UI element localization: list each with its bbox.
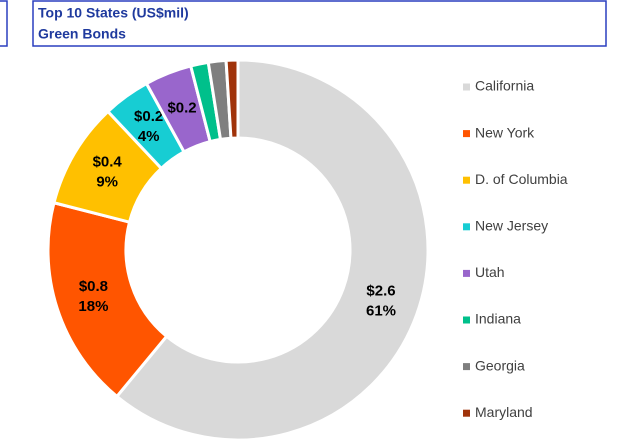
chart-title: Top 10 States (US$mil) [38, 5, 189, 21]
legend-swatch [463, 176, 470, 184]
legend-label: Georgia [475, 357, 525, 373]
legend-swatch [463, 223, 470, 231]
legend-swatch [463, 83, 470, 91]
amount-label: $0.2 [134, 108, 163, 125]
legend-swatch [463, 316, 470, 324]
percent-label: 18% [78, 298, 108, 315]
percent-label: 9% [96, 174, 118, 191]
amount-label: $0.4 [93, 154, 123, 171]
percent-label: 61% [366, 302, 396, 319]
slice [114, 58, 430, 442]
amount-label: $2.6 [366, 282, 395, 299]
legend-label: New York [475, 124, 535, 140]
chart-subtitle: Green Bonds [38, 26, 126, 42]
amount-label: $0.2 [167, 100, 196, 117]
legend-swatch [463, 363, 470, 371]
legend-swatch [463, 269, 470, 277]
legend-swatch [463, 130, 470, 138]
amount-label: $0.8 [79, 278, 108, 295]
legend-label: D. of Columbia [475, 171, 568, 187]
legend-label: California [475, 78, 534, 94]
legend-label: Maryland [475, 404, 533, 420]
legend-label: Utah [475, 264, 505, 280]
legend-swatch [463, 409, 470, 417]
legend-label: New Jersey [475, 218, 548, 234]
slice [224, 58, 240, 140]
side-box [0, 0, 8, 47]
percent-label: 4% [138, 128, 160, 145]
title-box [32, 0, 607, 47]
legend-label: Indiana [475, 311, 521, 327]
